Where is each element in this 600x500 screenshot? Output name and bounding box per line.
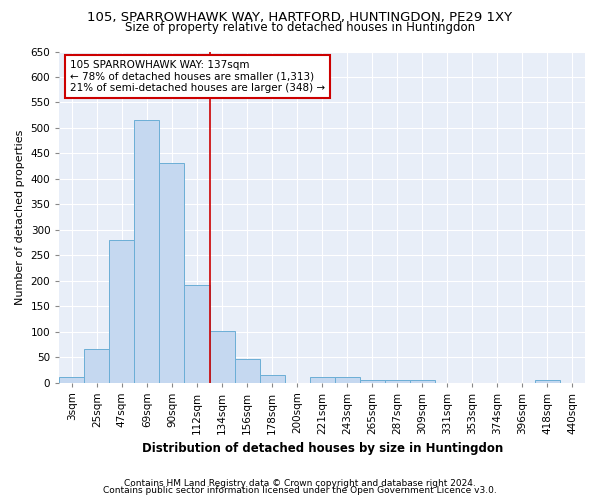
Bar <box>535 380 560 382</box>
Bar <box>360 380 385 382</box>
Bar <box>410 380 435 382</box>
Y-axis label: Number of detached properties: Number of detached properties <box>15 130 25 304</box>
Bar <box>134 120 160 382</box>
Bar <box>385 380 410 382</box>
Bar <box>85 350 109 382</box>
Bar <box>310 377 335 382</box>
Bar <box>335 378 360 382</box>
Text: Contains public sector information licensed under the Open Government Licence v3: Contains public sector information licen… <box>103 486 497 495</box>
X-axis label: Distribution of detached houses by size in Huntingdon: Distribution of detached houses by size … <box>142 442 503 455</box>
Text: 105 SPARROWHAWK WAY: 137sqm
← 78% of detached houses are smaller (1,313)
21% of : 105 SPARROWHAWK WAY: 137sqm ← 78% of det… <box>70 60 325 93</box>
Text: Size of property relative to detached houses in Huntingdon: Size of property relative to detached ho… <box>125 21 475 34</box>
Text: Contains HM Land Registry data © Crown copyright and database right 2024.: Contains HM Land Registry data © Crown c… <box>124 478 476 488</box>
Bar <box>260 375 284 382</box>
Bar <box>109 240 134 382</box>
Bar <box>59 378 85 382</box>
Bar <box>235 359 260 382</box>
Text: 105, SPARROWHAWK WAY, HARTFORD, HUNTINGDON, PE29 1XY: 105, SPARROWHAWK WAY, HARTFORD, HUNTINGD… <box>88 11 512 24</box>
Bar <box>160 162 184 382</box>
Bar <box>184 284 209 382</box>
Bar <box>209 330 235 382</box>
